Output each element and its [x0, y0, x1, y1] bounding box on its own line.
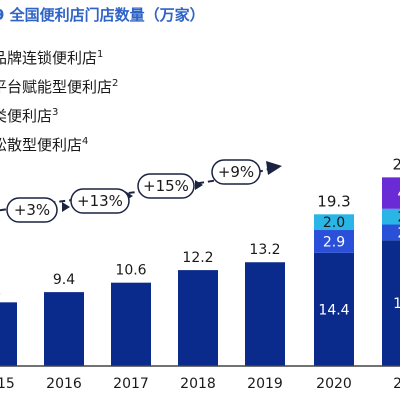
legend-note: 1: [97, 49, 104, 60]
bar-segment: [314, 214, 354, 231]
legend-item-brand-chain: 品牌连锁便利店1: [0, 42, 118, 71]
growth-chevron-marker: [62, 202, 70, 212]
data-label: 10.6: [115, 263, 146, 279]
growth-trend-arrowhead: [266, 161, 282, 175]
legend-item-quasi-convenience: 类便利店3: [0, 100, 118, 129]
growth-label: +13%: [77, 192, 123, 210]
growth-bubble: [137, 173, 195, 199]
x-tick-label: 20: [393, 376, 400, 392]
legend-label: 平台赋能型便利店: [0, 78, 113, 96]
legend-item-platform-enabled: 平台赋能型便利店2: [0, 71, 118, 100]
data-label: 1: [0, 282, 1, 298]
bar-segment: [382, 224, 400, 241]
bar-segment: [382, 177, 400, 209]
legend-item-loose: 松散型便利店4: [0, 129, 118, 158]
legend: 品牌连锁便利店1 平台赋能型便利店2 类便利店3 松散型便利店4: [0, 42, 118, 158]
data-label: 16: [393, 296, 400, 312]
growth-chevron-marker: [195, 180, 203, 190]
data-label: 13.2: [249, 242, 280, 258]
legend-label: 类便利店: [0, 107, 53, 125]
x-tick-label: 2018: [180, 376, 216, 392]
legend-label: 松散型便利店: [0, 136, 83, 154]
data-label: 14.4: [318, 302, 349, 318]
x-tick-label: 2015: [0, 376, 15, 392]
bar-segment: [0, 302, 17, 366]
growth-label: +9%: [218, 163, 254, 181]
x-tick-label: 2016: [46, 376, 82, 392]
x-tick-label: 2020: [316, 376, 352, 392]
x-tick-label: 2017: [113, 376, 149, 392]
total-label: 19.3: [317, 192, 350, 210]
legend-label: 品牌连锁便利店: [0, 49, 98, 67]
data-label: 2.9: [323, 234, 345, 250]
bar-segment: [178, 270, 218, 366]
growth-label: +3%: [14, 201, 50, 219]
legend-note: 3: [52, 107, 59, 118]
legend-note: 2: [112, 78, 119, 89]
chart-title: 9 全国便利店门店数量（万家）: [0, 6, 205, 24]
bar-segment: [382, 240, 400, 366]
growth-bubble: [70, 188, 130, 214]
growth-bubble: [6, 197, 58, 223]
x-tick-label: 2019: [247, 376, 283, 392]
bar-segment: [382, 208, 400, 225]
bar-segment: [111, 282, 151, 366]
bar-segment: [44, 292, 84, 366]
growth-label: +15%: [143, 177, 189, 195]
bar-segment: [314, 230, 354, 253]
data-label: 12.2: [182, 250, 213, 266]
bar-segment: [314, 252, 354, 366]
bar-segment: [245, 262, 285, 366]
growth-bubble: [211, 159, 261, 185]
legend-note: 4: [82, 136, 89, 147]
data-label: 2: [398, 210, 400, 226]
data-label: 2.0: [323, 215, 345, 231]
total-label: 25: [392, 155, 400, 173]
data-label: 4: [398, 186, 400, 202]
data-label: 9.4: [53, 272, 75, 288]
data-label: 2: [398, 225, 400, 241]
